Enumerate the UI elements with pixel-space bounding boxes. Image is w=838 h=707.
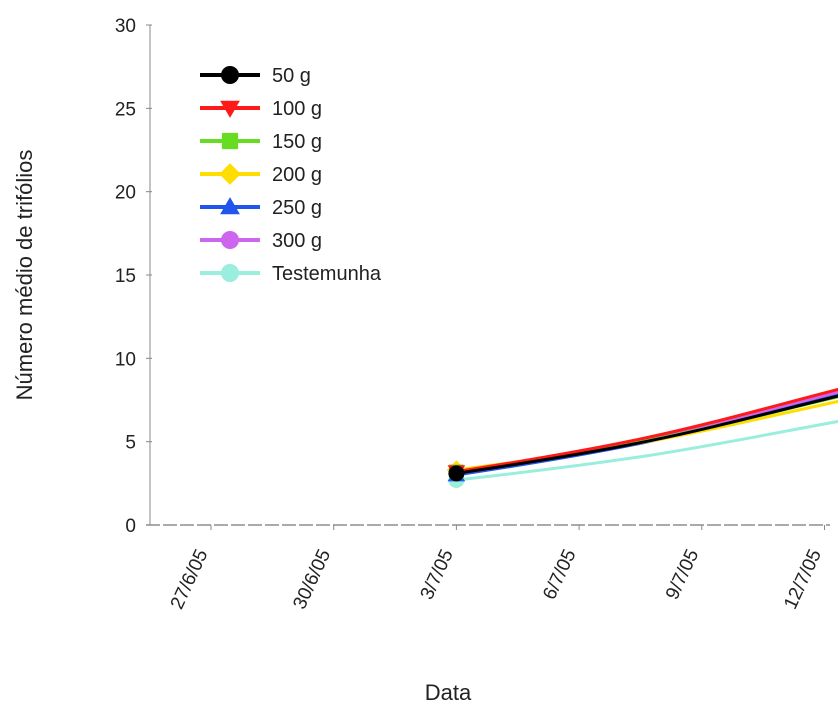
y-tick-label: 5 [125, 433, 136, 454]
legend-item: 250 g [200, 197, 322, 219]
legend-item: 200 g [200, 163, 322, 186]
series-150-g [449, 395, 838, 479]
series-100-g [447, 387, 838, 481]
legend-item: Testemunha [200, 263, 382, 285]
data-point [221, 231, 239, 249]
x-tick-label: 6/7/05 [539, 546, 580, 603]
y-tick-label: 25 [115, 99, 136, 120]
series-line [456, 390, 838, 475]
data-point [448, 465, 465, 482]
x-tick-label: 3/7/05 [417, 546, 458, 603]
series-line [456, 387, 838, 474]
legend-item: 100 g [200, 98, 322, 120]
legend-label: 200 g [272, 164, 322, 186]
series-lines [446, 387, 838, 488]
legend-label: 150 g [272, 131, 322, 153]
x-tick-label: 12/7/05 [780, 546, 826, 612]
legend-label: 300 g [272, 230, 322, 252]
x-axis-title: Data [425, 680, 472, 705]
series-200-g [446, 399, 838, 480]
legend-label: 50 g [272, 65, 311, 87]
series-line [456, 393, 838, 477]
series-line [456, 399, 838, 472]
legend: 50 g 100 g 150 g 200 g 250 g 300 g Testemunha [200, 65, 382, 285]
data-point [220, 100, 240, 118]
y-tick-label: 10 [115, 349, 136, 370]
series-line [456, 394, 838, 475]
legend-item: 150 g [200, 131, 322, 153]
series-50-g [448, 394, 838, 482]
series-line [456, 419, 838, 482]
legend-label: 100 g [272, 98, 322, 120]
y-tick-label: 15 [115, 266, 136, 287]
legend-label: 250 g [272, 197, 322, 219]
y-axis-title: Número médio de trifólios [12, 150, 37, 401]
x-tick-label: 27/6/05 [167, 546, 213, 612]
data-point [221, 66, 239, 84]
data-point [221, 132, 239, 150]
y-tick-label: 0 [125, 516, 136, 537]
legend-item: 50 g [200, 65, 311, 87]
x-tick-label: 30/6/05 [289, 546, 335, 612]
y-axis: 0 5 10 15 20 25 30 [115, 16, 152, 537]
x-axis: 27/6/0530/6/053/7/056/7/059/7/0512/7/051… [146, 524, 830, 613]
series-250-g [447, 393, 838, 482]
y-tick-label: 30 [115, 16, 136, 37]
y-tick-label: 20 [115, 183, 136, 204]
data-point [219, 163, 241, 185]
legend-item: 300 g [200, 230, 322, 252]
legend-label: Testemunha [272, 263, 382, 285]
x-tick-label: 9/7/05 [662, 546, 703, 603]
series-line [456, 395, 838, 474]
data-point [221, 264, 239, 282]
data-point [220, 197, 240, 215]
